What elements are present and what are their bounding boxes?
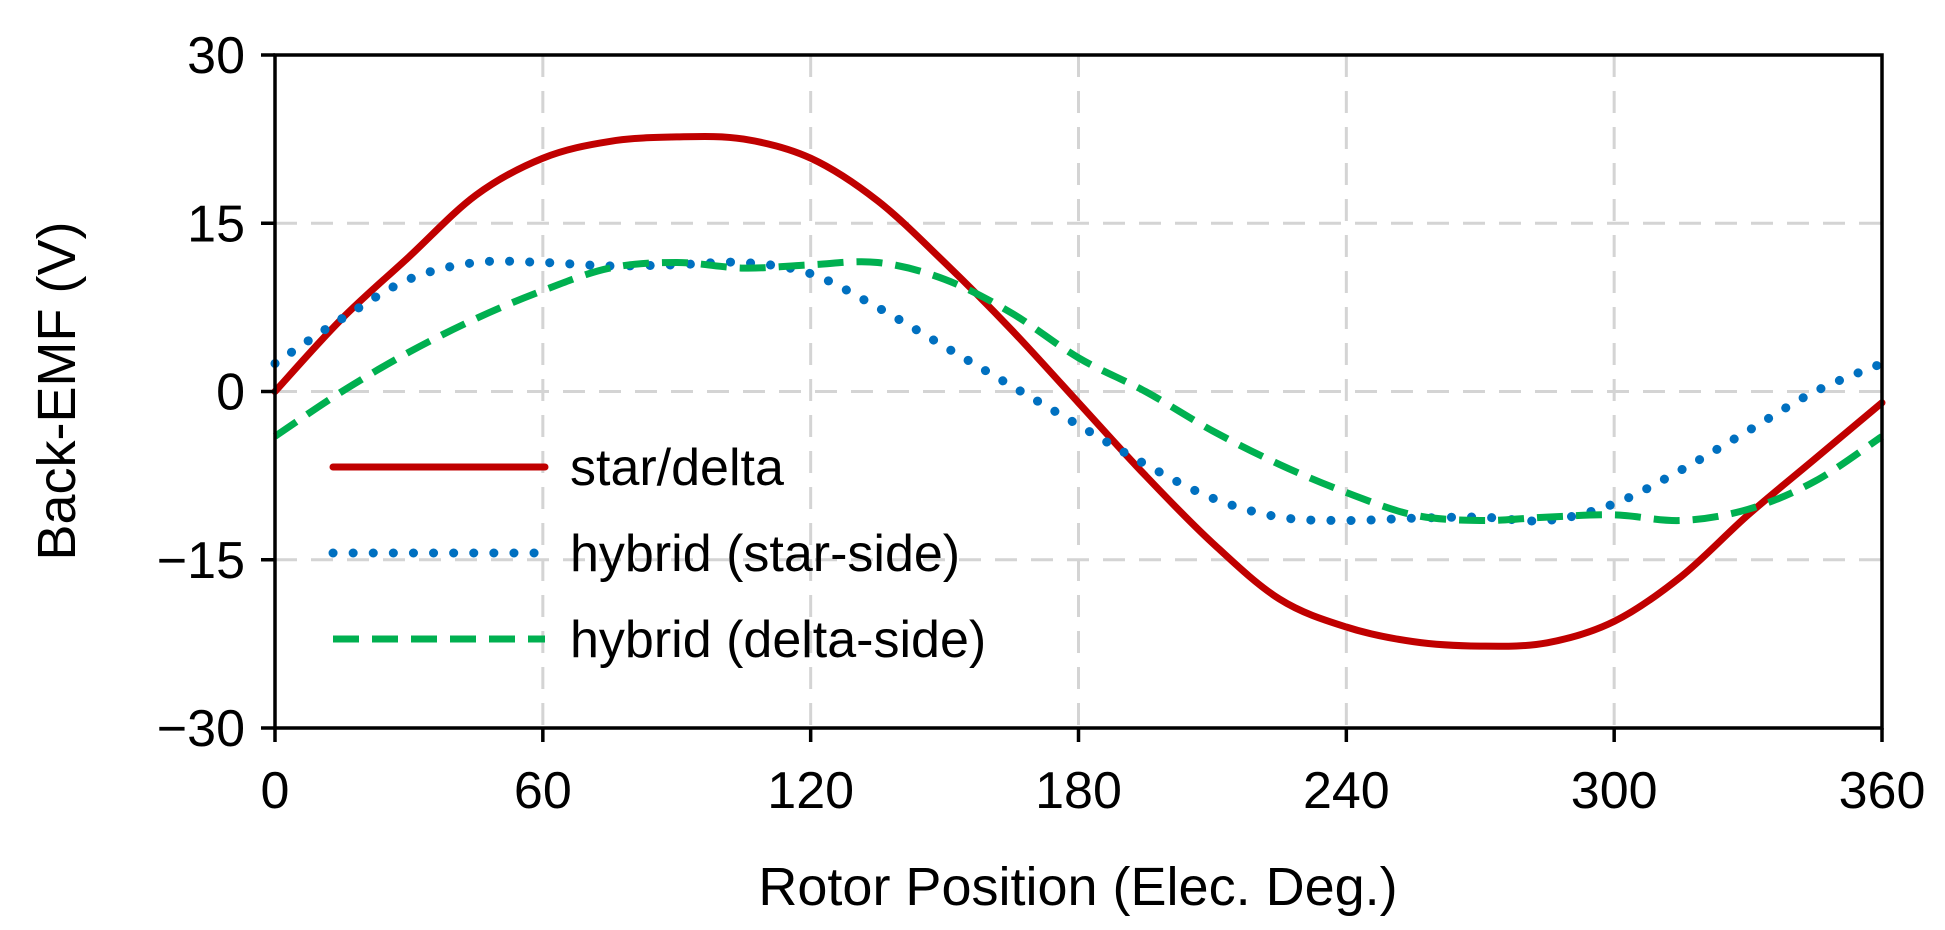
legend-label-hybrid-delta-side: hybrid (delta-side) [570,611,986,669]
series-line-star-delta [271,133,1886,650]
x-tick-label-360: 360 [1839,762,1926,820]
x-tick-label-60: 60 [514,762,572,820]
x-tick-label-0: 0 [261,762,290,820]
legend: star/delta hybrid (star-side) hybrid (delt… [328,439,986,669]
y-axis-label: Back-EMF (V) [27,221,87,560]
series-layer [270,133,1887,650]
y-tick-label-30: 30 [187,27,245,85]
legend-label-hybrid-star-side: hybrid (star-side) [570,525,960,583]
legend-label-star-delta: star/delta [570,439,784,497]
series-line-hybrid-star-side [270,256,1887,526]
x-tick-label-120: 120 [767,762,854,820]
y-tick-label--30: −30 [157,700,245,758]
x-tick-label-180: 180 [1035,762,1122,820]
y-tick-label-15: 15 [187,195,245,253]
x-axis-label: Rotor Position (Elec. Deg.) [758,857,1397,917]
y-tick-label--15: −15 [157,532,245,590]
y-tick-label-0: 0 [216,364,245,422]
grid [275,55,1882,728]
series-line-hybrid-delta-side [273,258,1884,525]
x-tick-label-240: 240 [1303,762,1390,820]
x-tick-label-300: 300 [1571,762,1658,820]
ticks: 0 60 120 180 240 300 360 30 15 0 −15 −30 [157,27,1926,820]
